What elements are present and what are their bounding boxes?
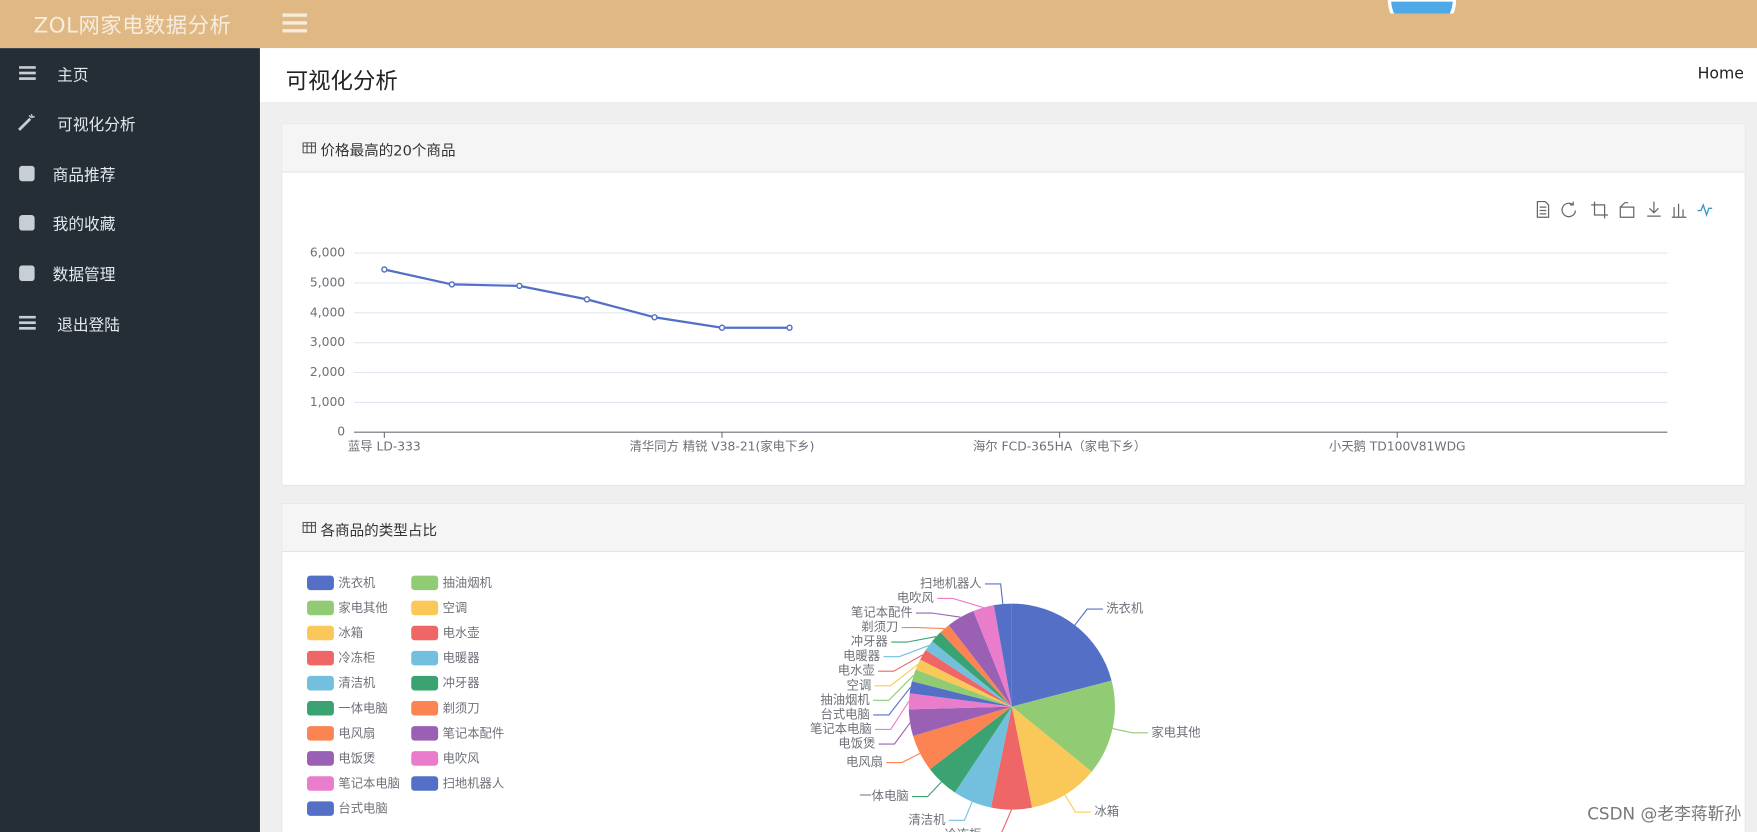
content-header: [259, 48, 1757, 102]
panel-header: 各商品的类型占比: [282, 503, 1745, 553]
chart-toolbox[interactable]: [1532, 198, 1717, 220]
menu-item[interactable]: 主页: [0, 57, 260, 91]
menu-item[interactable]: 退出登陆: [0, 307, 260, 341]
menu-label: 退出登陆: [57, 316, 120, 335]
watermark: CSDN @老李蒋靳孙: [1587, 804, 1742, 825]
menu-label: 商品推荐: [52, 166, 116, 185]
top-bar: ZOL网家电数据分析: [0, 0, 1757, 49]
menu-label: 数据管理: [52, 266, 116, 285]
menu-label: 我的收藏: [52, 216, 116, 235]
menu-label: 可视化分析: [57, 116, 136, 135]
page-title: 可视化分析: [285, 67, 398, 95]
breadcrumb[interactable]: Home: [1697, 64, 1744, 83]
menu-item[interactable]: 可视化分析: [0, 106, 260, 140]
sidebar: 主页 可视化分析 商品推荐 我的收藏 数据管理 退出登陆: [0, 48, 260, 832]
menu-toggle[interactable]: [282, 12, 308, 34]
panel-title: 各商品的类型占比: [320, 522, 438, 540]
panel-header: 价格最高的20个商品: [282, 124, 1745, 173]
panel: 价格最高的20个商品: [281, 123, 1746, 486]
avatar[interactable]: [1387, 0, 1457, 14]
panel-title: 价格最高的20个商品: [320, 143, 456, 161]
menu-item[interactable]: 商品推荐: [0, 157, 260, 191]
menu-item[interactable]: 我的收藏: [0, 206, 260, 240]
brand[interactable]: ZOL网家电数据分析: [33, 13, 232, 39]
panel: 各商品的类型占比: [281, 502, 1746, 832]
menu-label: 主页: [57, 67, 89, 86]
menu-item[interactable]: 数据管理: [0, 256, 260, 290]
